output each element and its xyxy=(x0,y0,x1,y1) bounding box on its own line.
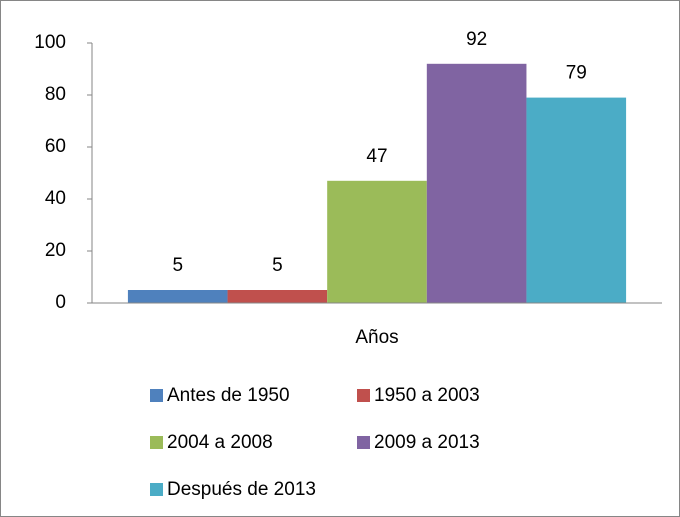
bar xyxy=(127,290,228,303)
y-tick-label: 40 xyxy=(45,188,66,209)
y-tick-label: 0 xyxy=(55,292,66,313)
data-label: 92 xyxy=(466,29,487,50)
bar xyxy=(426,63,527,303)
legend-swatch xyxy=(357,436,370,449)
y-tick-label: 20 xyxy=(45,240,66,261)
bar xyxy=(227,290,328,303)
y-tick-label: 100 xyxy=(34,32,66,53)
bar xyxy=(526,97,627,303)
y-tick-label: 80 xyxy=(45,84,66,105)
legend-label: 1950 a 2003 xyxy=(374,385,480,406)
data-label: 5 xyxy=(172,255,183,276)
y-tick-label: 60 xyxy=(45,136,66,157)
legend-swatch xyxy=(357,389,370,402)
legend-label: Después de 2013 xyxy=(167,479,316,500)
legend-swatch xyxy=(150,483,163,496)
legend-label: 2009 a 2013 xyxy=(374,432,480,453)
data-label: 79 xyxy=(566,63,587,84)
legend-swatch xyxy=(150,436,163,449)
x-tick-label: Años xyxy=(355,327,398,348)
data-label: 5 xyxy=(272,255,283,276)
bar xyxy=(327,180,427,303)
legend-swatch xyxy=(150,389,163,402)
legend-label: 2004 a 2008 xyxy=(167,432,273,453)
data-label: 47 xyxy=(366,146,387,167)
legend-label: Antes de 1950 xyxy=(167,385,290,406)
